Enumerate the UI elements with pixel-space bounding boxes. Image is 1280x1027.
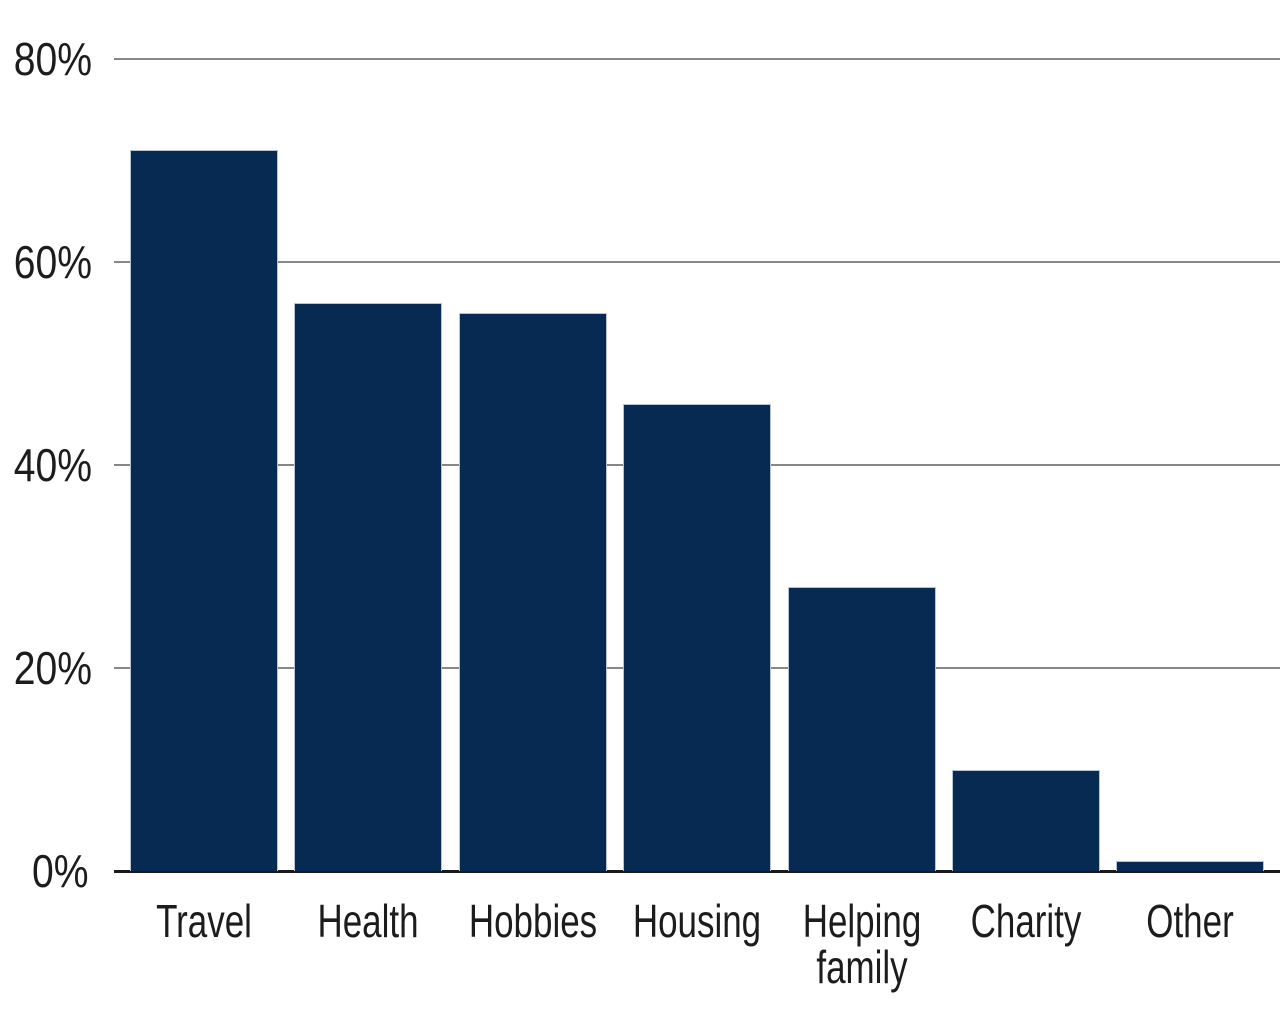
- bar-charity: [952, 769, 1100, 871]
- gridline-80: [114, 58, 1280, 60]
- x-label-charity: Charity: [970, 895, 1082, 947]
- bar-other: [1116, 860, 1265, 871]
- x-label-travel: Travel: [156, 895, 252, 947]
- x-label-other: Other: [1146, 895, 1235, 947]
- y-tick-text: 60%: [13, 236, 93, 288]
- x-label-helping-family: Helping family: [802, 895, 921, 993]
- y-tick-text: 0%: [31, 845, 88, 897]
- y-tick-text: 80%: [13, 33, 93, 85]
- y-tick-label-20: 20%: [0, 645, 92, 691]
- y-tick-label-60: 60%: [0, 239, 92, 285]
- gridline-60: [114, 261, 1280, 263]
- bar-hobbies: [458, 312, 607, 871]
- y-tick-text: 40%: [13, 439, 93, 491]
- bar-health: [294, 302, 443, 871]
- bar-helping-family: [787, 586, 936, 871]
- y-tick-label-40: 40%: [0, 442, 92, 488]
- y-tick-label-80: 80%: [0, 36, 92, 82]
- x-label-housing: Housing: [633, 895, 762, 947]
- y-tick-label-0: 0%: [0, 848, 88, 894]
- x-label-health: Health: [317, 895, 419, 947]
- y-tick-text: 20%: [13, 642, 93, 694]
- bar-travel: [130, 150, 278, 871]
- x-label-hobbies: Hobbies: [468, 895, 597, 947]
- x-axis-line: [114, 870, 1280, 873]
- bar-housing: [623, 404, 772, 871]
